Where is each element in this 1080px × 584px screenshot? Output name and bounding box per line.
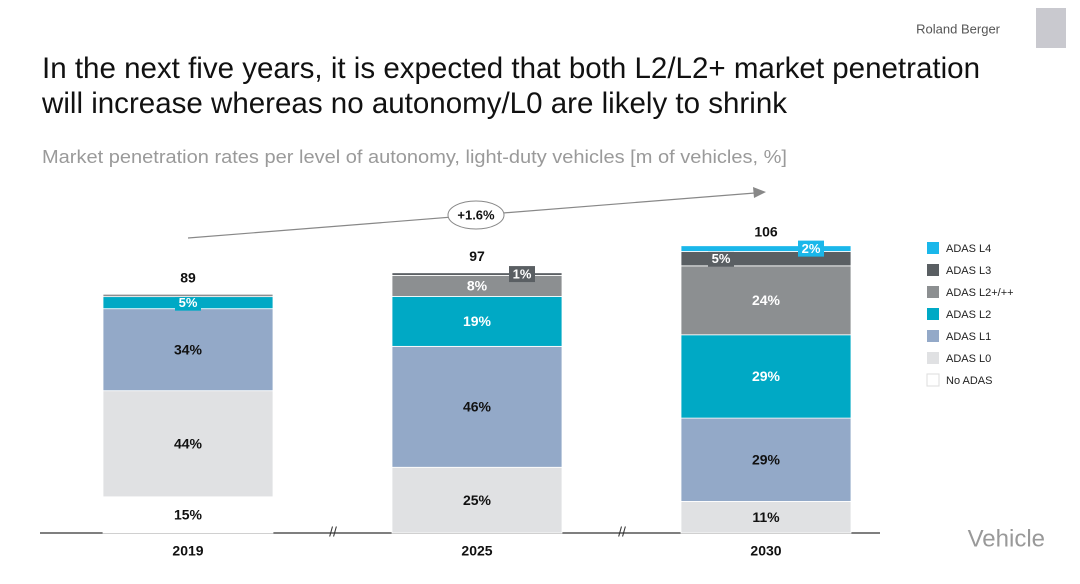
legend-label: ADAS L4 [946, 243, 991, 255]
data-label: 1% [513, 267, 532, 282]
label-box [708, 250, 734, 267]
axis-break: // [329, 524, 337, 540]
total-label: 89 [180, 270, 196, 286]
bar-segment [102, 390, 274, 498]
watermark: Vehicle [968, 525, 1045, 552]
logo-mark [1036, 8, 1066, 48]
legend-label: ADAS L2+/++ [946, 287, 1014, 299]
bar-segment [391, 296, 563, 347]
label-box [509, 266, 535, 283]
data-label: 46% [463, 399, 492, 415]
legend-label: ADAS L0 [946, 353, 991, 365]
bar-segment [102, 496, 274, 534]
annotation: +1.6% [457, 207, 495, 222]
legend-label: ADAS L1 [946, 331, 991, 343]
data-label: 15% [174, 507, 203, 523]
bar-segment [391, 272, 563, 276]
x-tick-label: 2025 [461, 543, 492, 559]
legend-swatch [927, 308, 939, 320]
bar-segment [680, 245, 852, 252]
label-box [798, 240, 824, 257]
total-label: 106 [754, 223, 778, 239]
data-label: 8% [467, 278, 488, 294]
data-label: 11% [752, 509, 780, 525]
data-label: 44% [174, 435, 203, 451]
bar-segment [102, 293, 274, 298]
legend-label: ADAS L3 [946, 265, 991, 277]
x-tick-label: 2030 [750, 543, 781, 559]
axis-break: // [618, 524, 626, 540]
data-label: 29% [752, 368, 781, 384]
data-label: 25% [463, 492, 492, 508]
legend-swatch [926, 373, 940, 387]
bar-segment [391, 345, 563, 468]
data-label: 5% [179, 295, 198, 310]
x-tick-label: 2019 [172, 543, 203, 559]
data-label: 34% [174, 341, 203, 357]
logo: Roland Berger [916, 21, 1000, 36]
data-label: 5% [712, 251, 731, 266]
annotation-oval [447, 200, 505, 230]
label-box [175, 294, 201, 311]
bar-segment [391, 466, 563, 534]
data-label: 19% [463, 313, 492, 329]
subtitle: Market penetration rates per level of au… [42, 147, 787, 167]
bar-segment [680, 251, 852, 267]
legend-swatch [927, 264, 939, 276]
legend-label: No ADAS [946, 375, 992, 387]
legend-swatch [927, 330, 939, 342]
data-label: 29% [752, 451, 781, 467]
data-label: 2% [802, 241, 821, 256]
arrow-head [753, 187, 766, 198]
legend-swatch [927, 352, 939, 364]
bar-segment [680, 265, 852, 336]
title-line: In the next five years, it is expected t… [42, 52, 980, 85]
legend-swatch [927, 242, 939, 254]
bar-segment [680, 501, 852, 534]
legend-label: ADAS L2 [946, 309, 991, 321]
title-line: will increase whereas no autonomy/L0 are… [41, 87, 788, 120]
bar-segment [680, 417, 852, 502]
bar-segment [680, 334, 852, 419]
legend-swatch [927, 286, 939, 298]
data-label: 24% [752, 292, 781, 308]
total-label: 97 [469, 248, 485, 264]
